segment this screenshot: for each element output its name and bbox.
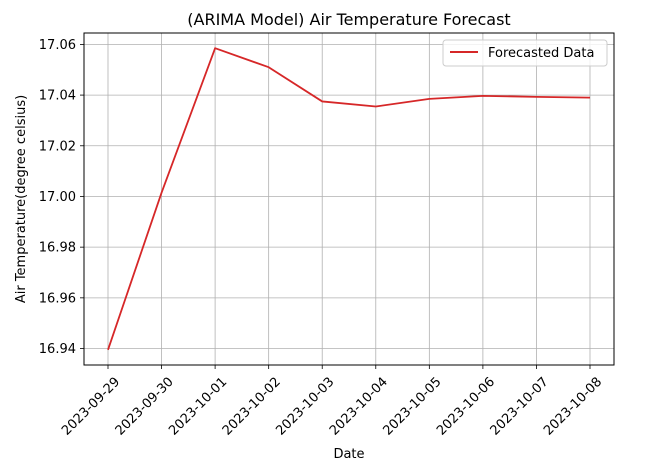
y-axis: 16.94 16.96 16.98 17.00 17.02 17.04 17.06 [39,38,84,357]
chart-title: (ARIMA Model) Air Temperature Forecast [187,10,510,29]
y-tick-label: 17.00 [39,190,76,205]
series-line [107,47,591,351]
legend: Forecasted Data [442,39,608,67]
series-layer [107,47,591,351]
y-axis-title: Air Temperature(degree celsius) [14,95,29,303]
y-tick-label: 16.96 [39,291,76,306]
y-tick-label: 17.02 [39,139,76,154]
y-tick-label: 17.06 [39,38,76,53]
plot-frame [83,32,615,366]
legend-label: Forecasted Data [488,46,594,61]
y-tick-label: 16.98 [39,241,76,256]
x-axis-title: Date [333,447,364,462]
y-tick-label: 16.94 [39,342,76,357]
gridlines [84,33,614,365]
y-tick-label: 17.04 [39,89,76,104]
legend-box [442,39,608,67]
